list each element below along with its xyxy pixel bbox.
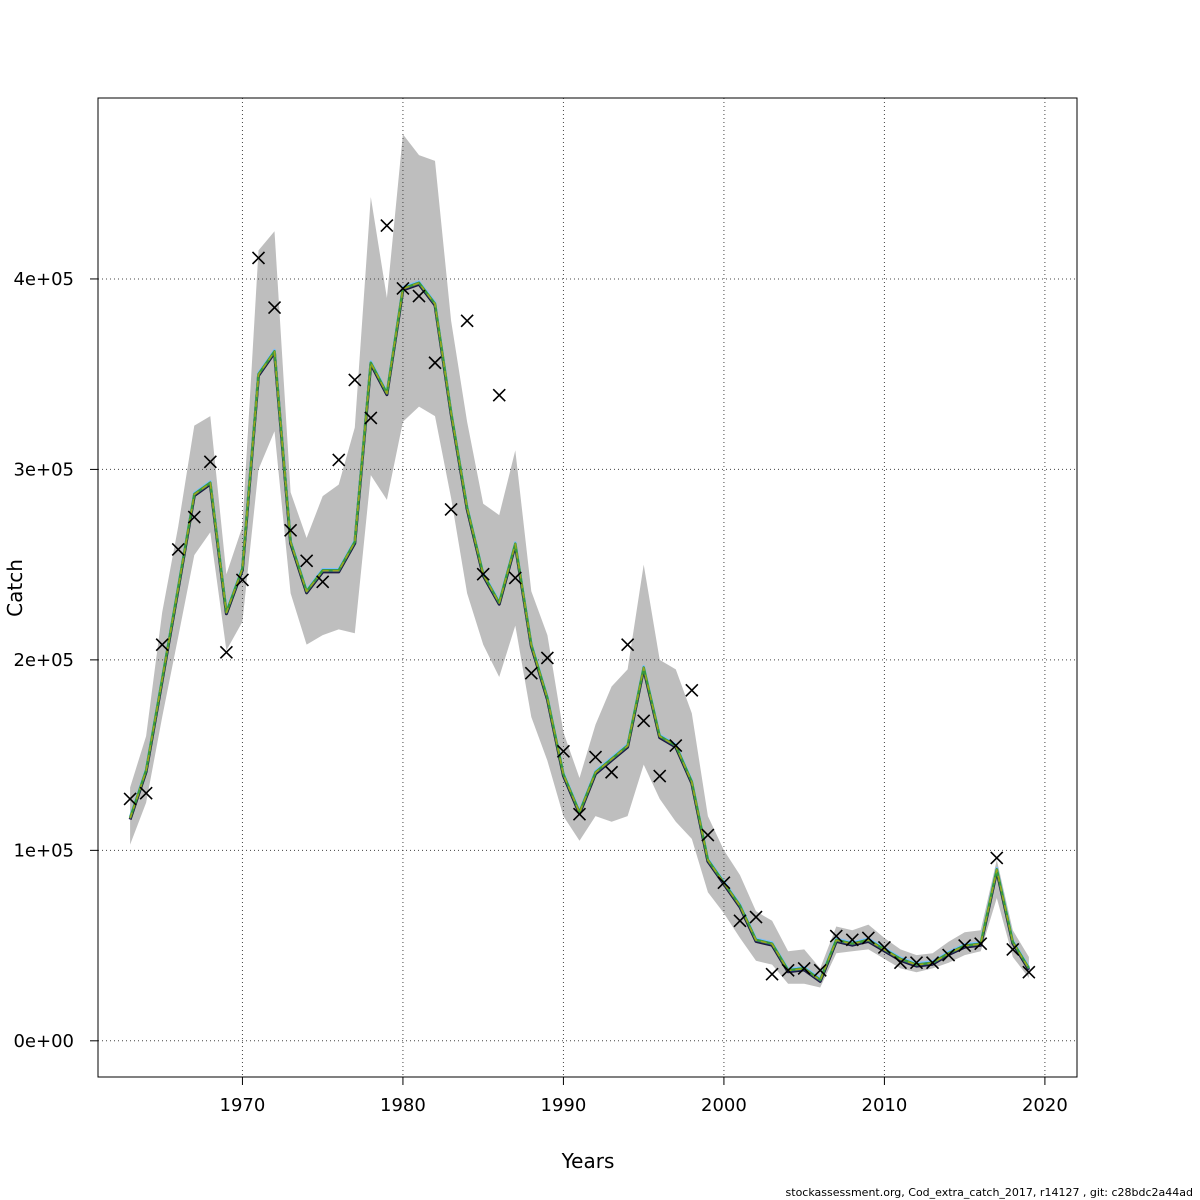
observed-point <box>925 956 940 970</box>
observed-point <box>460 314 474 328</box>
observed-point <box>701 828 715 842</box>
x-axis: 1970 1980 1990 2000 2010 2020 <box>220 1077 1068 1116</box>
y-axis-label: Catch <box>3 559 27 617</box>
observed-point <box>476 567 490 581</box>
observed-point <box>524 666 538 680</box>
observed-point <box>187 510 201 524</box>
observed-point <box>653 769 667 783</box>
observed-point <box>412 289 426 303</box>
observed-point <box>685 683 699 697</box>
x-axis-label: Years <box>561 1149 615 1173</box>
y-tick-label: 3e+05 <box>13 459 74 480</box>
observed-point <box>749 910 763 924</box>
observed-point <box>300 554 314 568</box>
observed-point <box>877 940 891 955</box>
observed-point <box>139 786 153 800</box>
confidence-band-area <box>130 134 1029 988</box>
observed-point <box>588 750 603 764</box>
x-tick-label: 2000 <box>701 1095 747 1116</box>
observed-point <box>203 455 217 469</box>
observed-point <box>508 571 522 585</box>
x-tick-label: 2020 <box>1022 1095 1068 1116</box>
observed-point <box>348 373 362 387</box>
observed-point <box>540 651 554 665</box>
observed-point <box>958 939 972 953</box>
observed-markers <box>123 219 1036 981</box>
x-tick-label: 1980 <box>380 1095 426 1116</box>
observed-point <box>765 967 779 981</box>
confidence-band <box>130 134 1029 988</box>
y-tick-label: 1e+05 <box>13 840 74 861</box>
observed-point <box>797 961 811 975</box>
x-tick-label: 1970 <box>220 1095 266 1116</box>
observed-point <box>1006 942 1020 956</box>
y-tick-label: 2e+05 <box>13 650 74 671</box>
observed-point <box>235 573 250 587</box>
observed-point <box>845 933 859 947</box>
observed-point <box>284 523 298 537</box>
y-tick-label: 4e+05 <box>13 269 74 290</box>
observed-point <box>829 929 843 943</box>
observed-point <box>171 542 185 556</box>
observed-point <box>990 851 1004 865</box>
observed-point <box>428 356 442 370</box>
observed-point <box>733 914 747 928</box>
plot-frame <box>97 97 1078 1078</box>
observed-point <box>637 714 651 728</box>
observed-point <box>155 638 169 652</box>
observed-point <box>316 575 330 589</box>
observed-point <box>669 739 683 753</box>
x-tick-label: 2010 <box>862 1095 908 1116</box>
observed-point <box>893 956 908 970</box>
observed-point <box>813 963 827 977</box>
observed-point <box>861 931 875 945</box>
observed-point <box>909 956 924 970</box>
observed-point <box>572 807 587 821</box>
observed-point <box>781 963 795 977</box>
observed-point <box>332 453 346 467</box>
observed-point <box>364 411 378 425</box>
observed-point <box>444 502 458 516</box>
observed-point <box>942 948 956 962</box>
observed-point <box>123 792 137 806</box>
observed-point <box>1022 965 1036 979</box>
fitted-series-line <box>129 282 1030 981</box>
observed-point <box>219 645 233 659</box>
observed-point <box>717 876 731 890</box>
observed-point <box>396 281 410 296</box>
observed-point <box>251 251 266 265</box>
observed-point <box>492 388 506 402</box>
y-axis: 0e+00 1e+05 2e+05 3e+05 4e+05 <box>13 269 98 1052</box>
footer-text: stockassessment.org, Cod_extra_catch_201… <box>786 1186 1193 1199</box>
observed-point <box>267 300 282 315</box>
observed-point <box>380 219 394 233</box>
y-tick-label: 0e+00 <box>13 1031 74 1052</box>
observed-point <box>974 937 988 951</box>
observed-point <box>556 744 570 758</box>
observed-point <box>621 638 635 652</box>
x-tick-label: 1990 <box>541 1095 587 1116</box>
observed-point <box>605 765 619 779</box>
